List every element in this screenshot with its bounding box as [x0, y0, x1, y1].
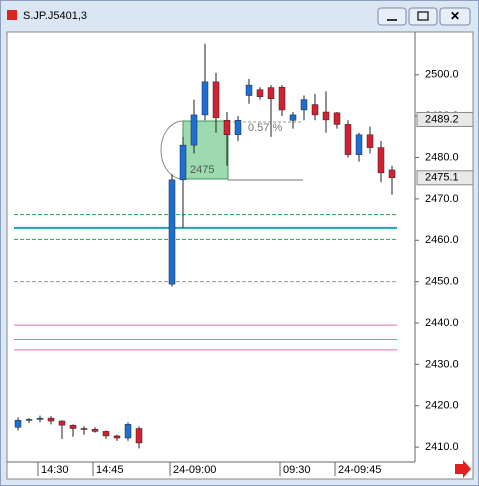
candle-body	[201, 81, 209, 116]
candle-body	[256, 89, 264, 97]
candle-body	[212, 81, 220, 119]
y-tick-label: 2470.0	[425, 193, 459, 205]
x-tick-label: 24-09:00	[173, 464, 216, 476]
close-button[interactable]	[439, 7, 471, 26]
candle-body	[168, 179, 176, 285]
candle-body	[91, 429, 99, 432]
candle-body	[289, 114, 297, 121]
candle-body	[36, 417, 44, 420]
candle-body	[14, 419, 22, 428]
chart-area	[6, 31, 474, 480]
candle-body	[102, 431, 110, 437]
candle-body	[223, 120, 231, 136]
candle-body	[25, 419, 33, 421]
candle-body	[311, 104, 319, 116]
candle-body	[135, 428, 143, 444]
maximize-icon	[417, 11, 429, 21]
x-tick-label: 14:45	[96, 464, 124, 476]
candle-body	[366, 134, 374, 148]
y-tick-label: 2410.0	[425, 441, 459, 453]
measure-label: 0.57 %	[248, 122, 282, 134]
candle-body	[377, 147, 385, 174]
close-icon: ✕	[450, 9, 460, 23]
candle-body	[322, 111, 330, 121]
y-tick-label: 2440.0	[425, 317, 459, 329]
y-tick-label: 2500.0	[425, 69, 459, 81]
candle-body	[69, 424, 77, 429]
candle-body	[179, 144, 187, 181]
candle-body	[58, 420, 66, 426]
candle-body	[245, 84, 253, 96]
x-tick-label: 09:30	[283, 464, 311, 476]
measure-arc	[160, 120, 184, 180]
candle-body	[190, 114, 198, 146]
candle-body	[234, 120, 242, 136]
price-label-box	[416, 111, 474, 127]
app-icon	[7, 10, 17, 20]
candle-body	[47, 417, 55, 422]
candle-body	[344, 124, 352, 155]
y-tick-label: 2460.0	[425, 234, 459, 246]
candle-body	[300, 99, 308, 111]
y-tick-label: 2420.0	[425, 400, 459, 412]
price-label: 2475.1	[425, 172, 459, 184]
candle-body	[278, 86, 286, 111]
candle-body	[124, 424, 132, 439]
candle-body	[113, 435, 121, 439]
x-tick-label: 24-09:45	[338, 464, 381, 476]
y-tick-label: 2430.0	[425, 358, 459, 370]
maximize-button[interactable]	[408, 7, 438, 26]
measure-label: 2475	[190, 164, 214, 176]
y-tick-label: 2480.0	[425, 151, 459, 163]
candle-body	[355, 134, 363, 155]
candle-body	[333, 112, 341, 125]
price-label-box	[416, 170, 474, 186]
window-title: S.JP.J5401,3	[23, 10, 87, 22]
minimize-button[interactable]	[377, 7, 407, 26]
candle-body	[388, 169, 396, 179]
scroll-arrow[interactable]	[455, 460, 471, 478]
y-tick-label: 2450.0	[425, 276, 459, 288]
price-label: 2489.2	[425, 113, 459, 125]
x-tick-label: 14:30	[41, 464, 69, 476]
candle-body	[80, 428, 88, 430]
candle-body	[267, 87, 275, 100]
